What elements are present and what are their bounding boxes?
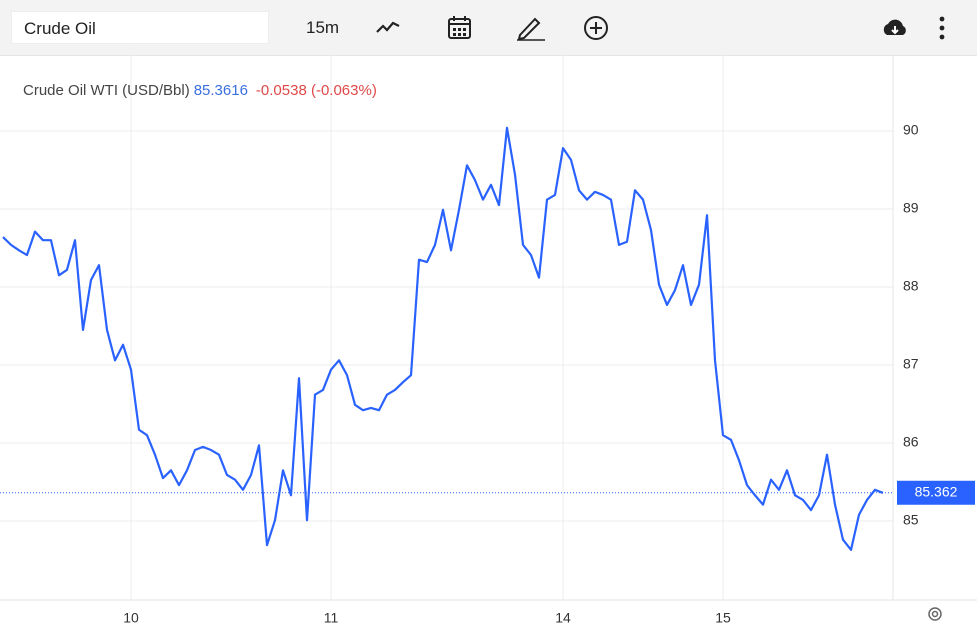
chart-type-icon[interactable] <box>374 14 402 42</box>
y-tick-label: 88 <box>903 278 919 294</box>
add-icon[interactable] <box>583 14 611 42</box>
menu-icon[interactable] <box>932 14 952 42</box>
x-tick-label: 15 <box>715 610 731 626</box>
y-tick-label: 85 <box>903 512 919 528</box>
interval-button[interactable]: 15m <box>306 18 340 37</box>
last-price-tag <box>897 480 975 505</box>
x-tick-label: 10 <box>123 610 139 626</box>
quote: Crude Oil WTI (USD/Bbl) 85.3616 -0.0538 (-… <box>23 82 377 99</box>
series-name: Crude Oil WTI (USD/Bbl) <box>23 82 190 99</box>
symbol-input[interactable]: Crude Oil <box>11 11 269 44</box>
chart: 85 86 87 88 89 90 10 11 14 15 85.362 <box>0 55 977 626</box>
y-tick-label: 90 <box>903 122 919 138</box>
y-tick-label: 87 <box>903 356 919 372</box>
calendar-icon[interactable] <box>446 14 474 42</box>
settings-icon[interactable] <box>928 607 942 621</box>
change: -0.0538 (-0.063%) <box>255 82 377 99</box>
toolbar: Crude Oil 15m <box>0 0 977 56</box>
last-price-label: 85.362 <box>915 483 958 499</box>
x-tick-label: 14 <box>555 610 571 626</box>
last-value: 85.3616 <box>193 82 248 99</box>
y-tick-label: 89 <box>903 200 919 216</box>
y-tick-label: 86 <box>903 434 919 450</box>
x-tick-label: 11 <box>324 610 339 626</box>
price-line <box>2 126 884 551</box>
download-icon[interactable] <box>880 14 910 42</box>
draw-icon[interactable] <box>515 14 547 42</box>
